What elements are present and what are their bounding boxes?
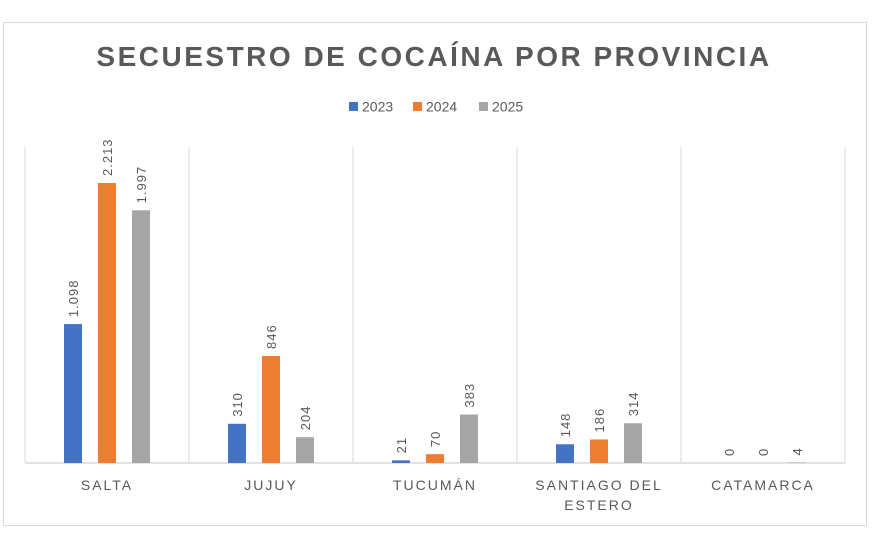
bar-2023-2 bbox=[392, 460, 410, 463]
bar-2023-1 bbox=[228, 423, 246, 463]
bar-2024-2 bbox=[426, 454, 444, 463]
bars: 1.098 2.213 1.997 310 846 204 21 70 383 148 186 314… bbox=[64, 138, 806, 463]
bar-2024-1 bbox=[262, 355, 280, 463]
bar-2023-3 bbox=[556, 444, 574, 463]
data-label: 846 bbox=[264, 324, 279, 349]
bar-2024-3 bbox=[590, 439, 608, 463]
bar-2025-1 bbox=[296, 437, 314, 463]
bar-2023-0 bbox=[64, 324, 82, 463]
data-label: 4 bbox=[790, 447, 805, 455]
legend-swatch-2024 bbox=[413, 102, 422, 111]
bar-2024-0 bbox=[98, 183, 116, 463]
chart-title: SECUESTRO DE COCAÍNA POR PROVINCIA bbox=[96, 41, 771, 72]
data-label: 1.098 bbox=[66, 280, 81, 318]
x-tick-label: SANTIAGO DEL ESTERO bbox=[535, 477, 662, 513]
x-tick-label: SALTA bbox=[81, 477, 133, 493]
data-label: 21 bbox=[394, 437, 409, 453]
data-label: 70 bbox=[428, 431, 443, 447]
data-label: 1.997 bbox=[134, 166, 149, 204]
bar-2025-4 bbox=[788, 462, 806, 463]
legend-label-2025: 2025 bbox=[492, 99, 523, 115]
data-label: 148 bbox=[558, 413, 573, 438]
data-label: 383 bbox=[462, 383, 477, 408]
bar-2025-2 bbox=[460, 414, 478, 463]
bar-2025-3 bbox=[624, 423, 642, 463]
legend-label-2024: 2024 bbox=[426, 99, 457, 115]
data-label: 204 bbox=[298, 405, 313, 430]
data-label: 0 bbox=[756, 448, 771, 456]
data-label: 314 bbox=[626, 392, 641, 417]
data-label: 310 bbox=[230, 392, 245, 417]
data-label: 0 bbox=[722, 448, 737, 456]
data-label: 186 bbox=[592, 408, 607, 433]
legend-swatch-2023 bbox=[349, 102, 358, 111]
x-tick-label: CATAMARCA bbox=[711, 477, 815, 493]
data-label: 2.213 bbox=[100, 138, 115, 176]
legend-swatch-2025 bbox=[479, 102, 488, 111]
legend-label-2023: 2023 bbox=[362, 99, 393, 115]
bar-2025-0 bbox=[132, 210, 150, 463]
x-tick-label: JUJUY bbox=[244, 477, 298, 493]
x-axis-labels: SALTA JUJUY TUCUMÁN SANTIAGO DEL ESTERO CATAM… bbox=[81, 477, 815, 513]
x-tick-label: TUCUMÁN bbox=[393, 477, 477, 493]
legend: 2023 2024 2025 bbox=[349, 99, 523, 115]
